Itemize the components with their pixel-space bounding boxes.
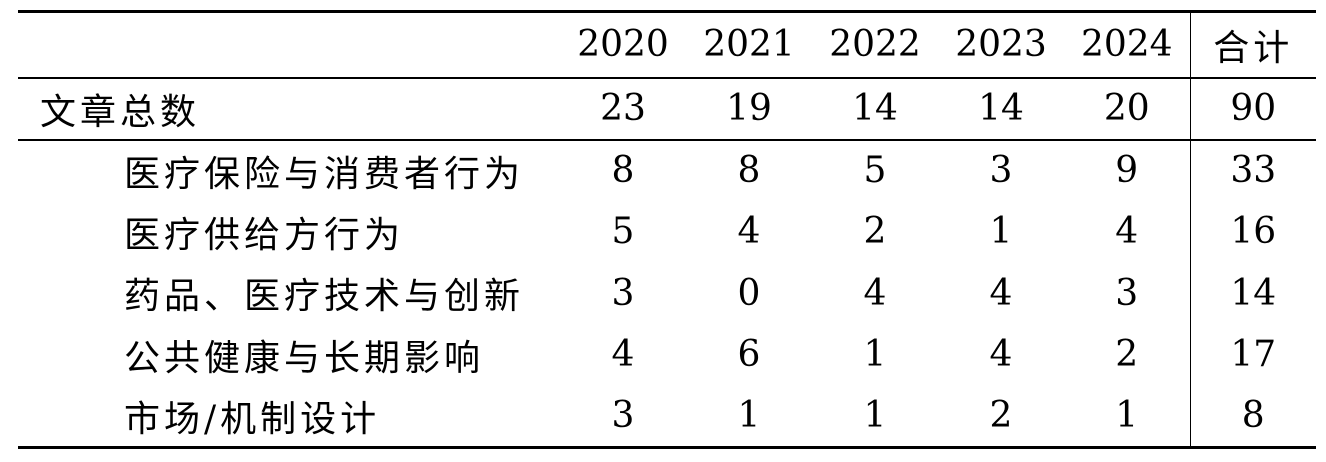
table-cell: 8	[611, 150, 635, 192]
table-row: 市场/机制设计 3 1 1 2 1 8	[18, 385, 1316, 447]
table-header: 2020 2021 2022 2023 2024 合计	[18, 11, 1316, 78]
table-row: 医疗保险与消费者行为 8 8 5 3 9 33	[18, 139, 1316, 201]
table-cell: 1	[863, 395, 887, 436]
row-sum-cell: 17	[1189, 324, 1316, 386]
table-cell: 1	[863, 334, 887, 376]
year-header-2023: 2023	[955, 24, 1047, 66]
table-cell: 14	[978, 88, 1024, 129]
table-row: 文章总数 23 19 14 14 20 90	[18, 77, 1316, 140]
row-sum-cell: 8	[1189, 385, 1316, 447]
table-row: 公共健康与长期影响 4 6 1 4 2 17	[18, 324, 1316, 386]
table-cell: 1	[1115, 395, 1139, 436]
table-cell: 14	[852, 88, 898, 129]
table-cell: 3	[611, 272, 635, 314]
table-cell: 4	[611, 334, 635, 376]
table-row: 药品、医疗技术与创新 3 0 4 4 3 14	[18, 262, 1316, 324]
category-section: 医疗保险与消费者行为 8 8 5 3 9 33 医疗供给方行为 5 4 2 1 …	[18, 139, 1316, 447]
header-row: 2020 2021 2022 2023 2024 合计	[18, 11, 1316, 78]
table-cell: 4	[989, 334, 1013, 376]
table-cell: 4	[863, 272, 887, 314]
year-header-2021: 2021	[703, 24, 795, 66]
total-row-label: 文章总数	[40, 91, 201, 133]
table-cell: 23	[600, 88, 646, 129]
table-cell: 4	[737, 211, 761, 253]
table-cell: 1	[989, 211, 1013, 253]
table-cell: 3	[611, 395, 635, 436]
table-cell: 4	[989, 272, 1013, 314]
table-cell: 5	[611, 211, 635, 253]
table-cell: 8	[737, 150, 761, 192]
table-cell: 2	[989, 395, 1013, 436]
table-cell: 6	[737, 334, 761, 376]
table-cell: 3	[989, 150, 1013, 192]
header-label-cell	[18, 12, 560, 78]
table-cell: 2	[863, 211, 887, 253]
table-cell: 4	[1115, 211, 1139, 253]
table-cell: 5	[863, 150, 887, 192]
table-cell: 0	[737, 272, 761, 314]
year-header-2024: 2024	[1080, 24, 1173, 66]
row-sum-cell: 16	[1189, 201, 1316, 263]
table-cell: 20	[1103, 88, 1150, 129]
category-label: 医疗供给方行为	[124, 214, 405, 256]
table-cell: 1	[737, 395, 761, 436]
articles-by-year-table: 2020 2021 2022 2023 2024 合计 文章总数 23 19 1…	[18, 10, 1316, 449]
category-label: 市场/机制设计	[124, 398, 381, 440]
row-sum-cell: 14	[1189, 262, 1316, 324]
total-header: 合计	[1189, 11, 1316, 78]
category-label: 公共健康与长期影响	[124, 337, 485, 379]
table-cell: 3	[1115, 272, 1139, 314]
category-label: 医疗保险与消费者行为	[124, 153, 525, 195]
table-cell: 9	[1115, 150, 1139, 192]
table-cell: 2	[1115, 334, 1139, 376]
row-sum-cell: 33	[1189, 139, 1316, 201]
year-header-2020: 2020	[577, 24, 669, 66]
total-section: 文章总数 23 19 14 14 20 90	[18, 77, 1316, 140]
table-row: 医疗供给方行为 5 4 2 1 4 16	[18, 201, 1316, 263]
row-sum-cell: 90	[1189, 77, 1316, 140]
table-cell: 19	[726, 88, 772, 129]
category-label: 药品、医疗技术与创新	[124, 276, 525, 318]
year-header-2022: 2022	[829, 24, 921, 66]
